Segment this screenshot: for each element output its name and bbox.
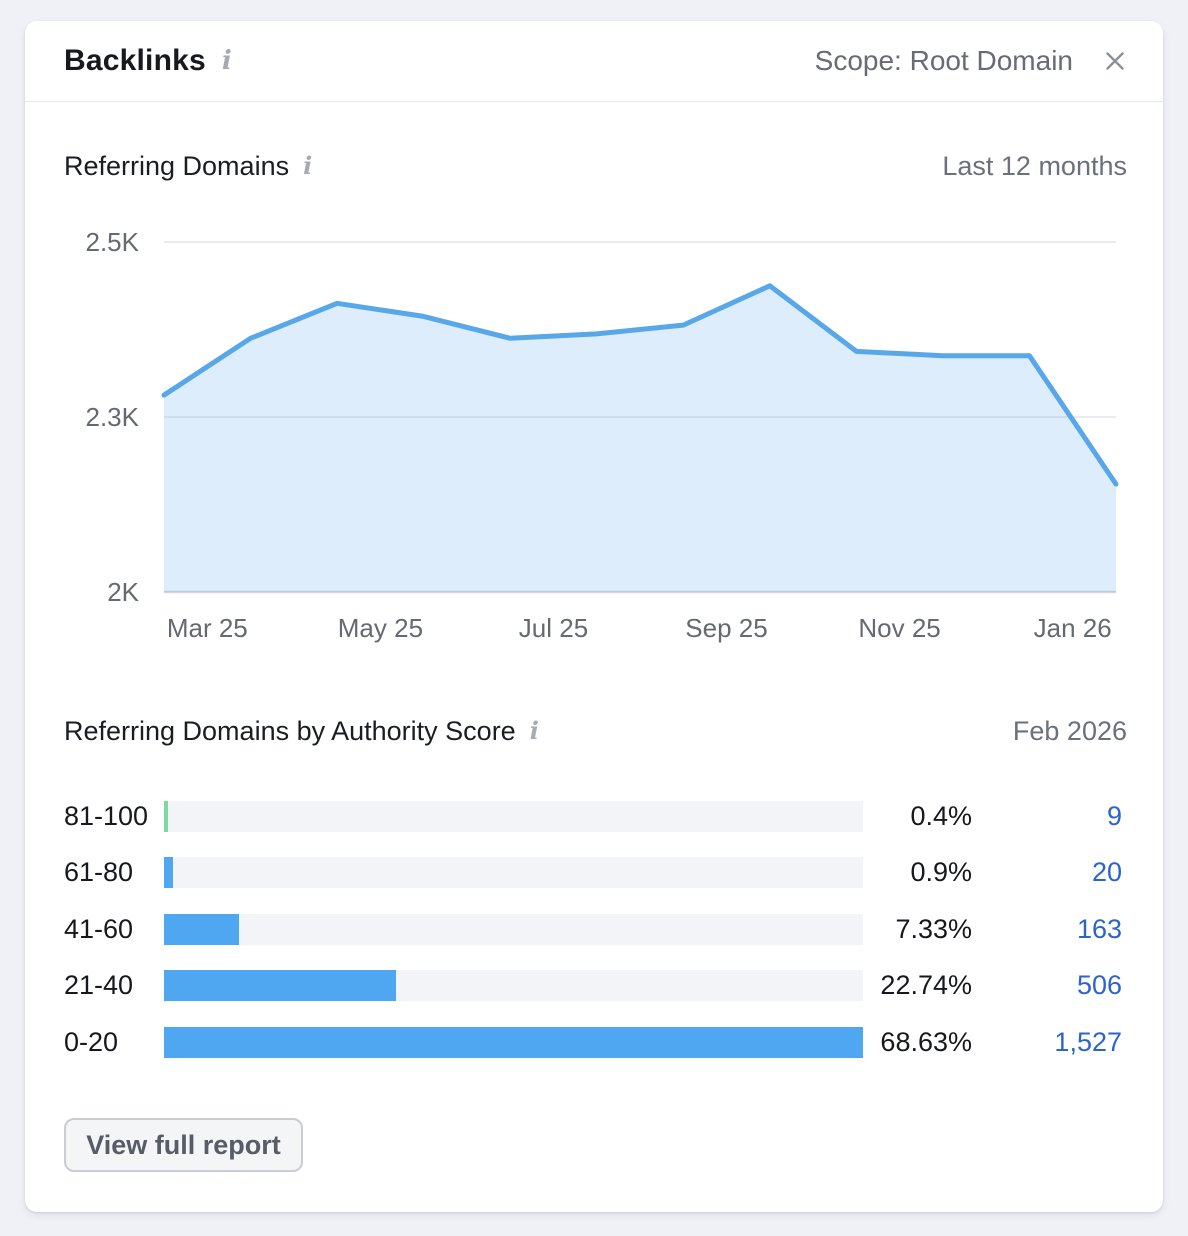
backlinks-info-icon[interactable]: i: [221, 46, 232, 76]
trend-section-title: Referring Domains: [64, 150, 290, 181]
x-axis-label: Sep 25: [685, 613, 767, 643]
view-full-report-button[interactable]: View full report: [64, 1118, 303, 1172]
count-link[interactable]: 9: [1106, 801, 1122, 831]
bar-track: [164, 857, 863, 889]
close-icon: [1106, 52, 1124, 70]
score-range-label: 21-40: [64, 970, 134, 1001]
count-link[interactable]: 163: [1076, 913, 1122, 944]
count-link[interactable]: 506: [1076, 970, 1122, 1001]
authority-rows: 81-100 0.4% 9 61-80 0.9% 20 41-60 7.33% 163 21-40…: [64, 801, 1122, 1091]
trend-section-header: Referring Domains i Last 12 months: [64, 150, 1127, 182]
x-axis-label: Jul 25: [519, 613, 588, 643]
bar-fill: [164, 801, 169, 832]
score-row: 41-60 7.33% 163: [64, 913, 1122, 945]
close-button[interactable]: [1103, 49, 1127, 73]
trend-period-label: Last 12 months: [942, 150, 1127, 181]
panel-header: Backlinks i Scope: Root Domain: [25, 21, 1163, 102]
trend-line: [161, 283, 1119, 487]
percent-value: 7.33%: [895, 913, 972, 944]
bar-fill: [164, 1026, 863, 1058]
x-axis-label: Jan 26: [1034, 613, 1112, 643]
trend-area: [164, 285, 1116, 592]
scope-label: Scope: Root Domain: [814, 45, 1073, 76]
trend-chart: 2.5K 2.3K 2K Mar 25 May 25 Jul 25 Sep 25 Nov 25…: [86, 227, 1119, 643]
backlinks-panel: Backlinks i Scope: Root Domain Referring…: [25, 21, 1163, 1212]
percent-value: 68.63%: [880, 1026, 972, 1057]
score-row: 61-80 0.9% 20: [64, 857, 1122, 889]
count-link[interactable]: 20: [1091, 857, 1122, 888]
referring-domains-info-icon[interactable]: i: [303, 151, 313, 180]
percent-value: 22.74%: [880, 970, 972, 1001]
authority-period-label: Feb 2026: [1012, 715, 1127, 746]
percent-value: 0.9%: [910, 857, 972, 888]
y-axis-label: 2.3K: [86, 402, 140, 432]
x-axis-label: May 25: [338, 613, 423, 643]
score-row: 21-40 22.74% 506: [64, 970, 1122, 1002]
bar-fill: [164, 857, 174, 889]
score-range-label: 61-80: [64, 857, 134, 888]
bar-track: [164, 1026, 863, 1058]
authority-section-header: Referring Domains by Authority Score i F…: [64, 715, 1127, 747]
score-row: 0-20 68.63% 1,527: [64, 1026, 1122, 1058]
bar-track: [164, 801, 863, 832]
count-link[interactable]: 1,527: [1054, 1026, 1122, 1057]
y-axis-label: 2K: [107, 577, 139, 607]
bar-track: [164, 913, 863, 945]
bar-fill: [164, 913, 239, 945]
panel-title: Backlinks: [64, 44, 206, 77]
percent-value: 0.4%: [910, 801, 972, 831]
score-row: 81-100 0.4% 9: [64, 801, 1122, 832]
x-axis-label: Mar 25: [167, 613, 248, 643]
authority-score-info-icon[interactable]: i: [529, 716, 539, 745]
bar-track: [164, 970, 863, 1002]
bar-fill: [164, 970, 396, 1002]
x-axis-label: Nov 25: [858, 613, 940, 643]
score-range-label: 0-20: [64, 1026, 119, 1057]
y-axis-label: 2.5K: [86, 227, 140, 257]
authority-section-title: Referring Domains by Authority Score: [64, 715, 516, 746]
score-range-label: 81-100: [64, 801, 149, 831]
score-range-label: 41-60: [64, 913, 134, 944]
